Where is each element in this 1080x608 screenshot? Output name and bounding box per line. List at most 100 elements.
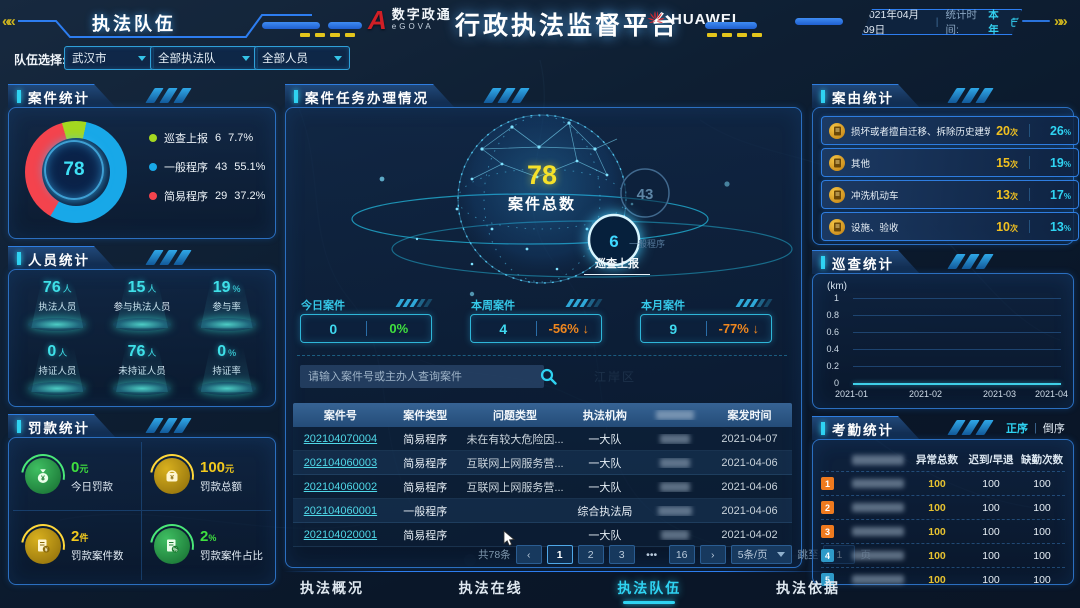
cause-doc-icon: [829, 122, 845, 139]
rank-badge: 4: [821, 549, 834, 562]
team-select[interactable]: 全部执法队: [150, 46, 258, 70]
svg-text:6: 6: [609, 232, 618, 251]
table-row[interactable]: 202104060002 简易程序 互联网上网服务营... 一大队 2021-0…: [293, 475, 792, 499]
stat-label-month: 本月案件: [641, 300, 685, 312]
case-link[interactable]: 202104060002: [303, 480, 378, 493]
header-right-arrows-icon: [1054, 13, 1065, 30]
attendance-row[interactable]: 5 100 100 100: [821, 568, 1065, 591]
redacted-cell: [659, 457, 690, 468]
y-tick: 0.8: [826, 310, 839, 320]
pedestal-glow: [197, 382, 256, 395]
person-select[interactable]: 全部人员: [254, 46, 350, 70]
decor-ticks: [735, 299, 773, 307]
x-tick: 2021-03: [983, 389, 1017, 399]
legend-count: 43: [215, 161, 228, 173]
y-tick: 0.4: [826, 344, 839, 354]
brand-name-en: eGOVA: [391, 21, 434, 31]
case-link[interactable]: 202104060001: [303, 504, 378, 517]
person-stat-item: 0人 持证人员: [15, 338, 100, 402]
fine-stat-item: ¥ 100元 罚款总额: [142, 442, 271, 511]
title-accent-bar: [821, 256, 825, 269]
legend-pct: 37.2%: [234, 190, 266, 202]
legend-label: 简易程序: [164, 191, 208, 203]
table-header: 案件号 案件类型 问题类型 执法机构 案发时间: [293, 403, 792, 427]
x-axis: [853, 383, 1061, 385]
cause-item[interactable]: 损坏或者擅自迁移、拆除历史建筑 20次 26%: [821, 116, 1079, 145]
panel-title-case-tasks: 案件任务办理情况: [285, 84, 455, 108]
bubble-active-label[interactable]: 巡查上报: [584, 255, 650, 275]
fine-stat-item: ¥ 2件 罚款案件数: [13, 511, 142, 580]
pagination-total: 共78条: [478, 549, 511, 561]
nav-online[interactable]: 执法在线: [458, 580, 523, 596]
y-tick: 1: [833, 293, 839, 303]
case-link[interactable]: 202104060003: [303, 456, 378, 469]
cause-item[interactable]: 冲洗机动车 13次 17%: [821, 180, 1079, 209]
gridline: [853, 332, 1061, 333]
table-row[interactable]: 202104020001 简易程序 一大队 2021-04-02: [293, 523, 792, 547]
decor-dash: [262, 22, 320, 29]
decor-dash: [795, 18, 843, 25]
attendance-row[interactable]: 2 100 100 100: [821, 496, 1065, 520]
cause-doc-icon: [829, 218, 845, 235]
mouse-cursor: [503, 530, 515, 547]
sort-toggle: 正序 | 倒序: [1006, 420, 1065, 436]
search-icon[interactable]: [540, 368, 557, 385]
team-select-value: 全部执法队: [158, 53, 216, 65]
attendance-header: 异常总数 迟到/早退 缺勤次数: [821, 448, 1065, 472]
table-row[interactable]: 202104060003 简易程序 互联网上网服务营... 一大队 2021-0…: [293, 451, 792, 475]
panel-title-text: 人员统计: [28, 252, 90, 268]
divider: |: [935, 16, 939, 28]
x-tick: 2021-04: [1035, 389, 1069, 399]
chevron-down-icon: [334, 55, 342, 61]
city-select[interactable]: 武汉市: [64, 46, 154, 70]
nav-basis[interactable]: 执法依据: [775, 580, 840, 596]
cause-item[interactable]: 设施、验收 10次 13%: [821, 212, 1079, 241]
case-link[interactable]: 202104020001: [303, 528, 378, 541]
redacted-cell: [659, 481, 690, 492]
page-button[interactable]: 3: [608, 545, 635, 564]
redacted-name: [852, 503, 904, 512]
search-input[interactable]: [300, 365, 544, 388]
person-select-value: 全部人员: [262, 53, 308, 65]
case-stats-panel: 78 巡查上报 6 7.7% 一般程序 43 55.1% 简易程序 29 37.…: [8, 107, 276, 239]
next-page-button[interactable]: ›: [699, 545, 726, 564]
panel-title-text: 巡查统计: [832, 256, 894, 272]
table-row[interactable]: 202104070004 简易程序 未在有较大危险因... 一大队 2021-0…: [293, 427, 792, 451]
page-size-select[interactable]: 5条/页: [730, 545, 793, 564]
bottom-nav: 执法概况 执法在线 执法队伍 执法依据: [300, 578, 840, 604]
globe-visualization: 43 6: [351, 114, 793, 297]
page-button[interactable]: 16: [668, 545, 695, 564]
stat-time-value[interactable]: 本年: [988, 9, 999, 36]
fine-stat-item: ¥ 0元 今日罚款: [13, 442, 142, 511]
attendance-row[interactable]: 1 100 100 100: [821, 472, 1065, 496]
attendance-row[interactable]: 3 100 100 100: [821, 520, 1065, 544]
legend-count: 29: [215, 190, 228, 202]
page-button[interactable]: 2: [577, 545, 604, 564]
decor-ticks: [395, 299, 433, 307]
chevron-down-icon: [242, 55, 250, 61]
date-filter[interactable]: 2021年04月09日 | 统计时间: 本年: [862, 9, 1022, 35]
decor-dash: [705, 22, 757, 29]
page-button[interactable]: 1: [546, 545, 573, 564]
nav-team[interactable]: 执法队伍: [617, 578, 681, 604]
case-link[interactable]: 202104070004: [303, 432, 378, 445]
nav-overview[interactable]: 执法概况: [300, 580, 364, 596]
bubble-secondary-label: 一般程序: [628, 239, 665, 249]
attendance-row[interactable]: 4 100 100 100: [821, 544, 1065, 568]
panel-title-text: 考勤统计: [832, 422, 894, 438]
sort-ascending[interactable]: 正序: [1006, 423, 1028, 435]
redacted-name: [852, 479, 904, 488]
table-row[interactable]: 202104060001 一般程序 综合执法局 2021-04-06: [293, 499, 792, 523]
cause-item[interactable]: 其他 15次 19%: [821, 148, 1079, 177]
gridline: [853, 366, 1061, 367]
redacted-name: [852, 527, 904, 536]
dashed-divider: [297, 355, 787, 356]
tab-current-page[interactable]: 执法队伍: [92, 14, 176, 34]
rank-badge: 5: [821, 573, 834, 586]
decor-stripes: [947, 420, 994, 435]
sort-descending[interactable]: 倒序: [1042, 423, 1065, 435]
rank-badge: 3: [821, 525, 834, 538]
title-accent-bar: [17, 90, 21, 103]
prev-page-button[interactable]: ‹: [515, 545, 542, 564]
